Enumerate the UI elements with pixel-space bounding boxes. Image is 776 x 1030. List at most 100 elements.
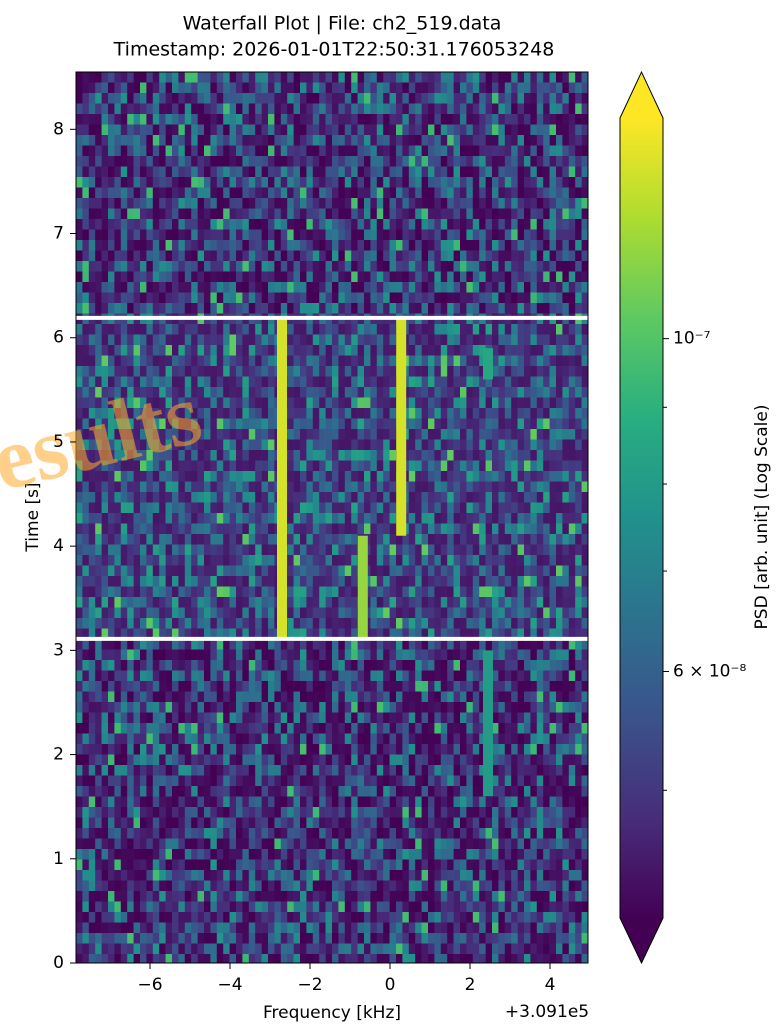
background-noise bbox=[287, 250, 294, 262]
background-noise bbox=[504, 72, 512, 83]
background-noise bbox=[95, 544, 102, 556]
background-noise bbox=[568, 649, 576, 661]
background-noise bbox=[549, 460, 557, 472]
background-noise bbox=[376, 229, 384, 241]
background-noise bbox=[472, 355, 480, 367]
background-noise bbox=[197, 345, 205, 356]
background-noise bbox=[460, 208, 467, 220]
background-noise bbox=[319, 597, 326, 608]
background-noise bbox=[184, 135, 192, 146]
background-noise bbox=[229, 481, 237, 493]
background-noise bbox=[312, 187, 320, 199]
background-noise bbox=[408, 292, 416, 304]
background-noise bbox=[370, 534, 378, 545]
background-noise bbox=[376, 502, 384, 514]
background-noise bbox=[383, 702, 390, 713]
background-noise bbox=[396, 292, 403, 304]
background-noise bbox=[447, 334, 454, 346]
background-noise bbox=[428, 439, 435, 451]
background-noise bbox=[434, 492, 442, 503]
background-noise bbox=[114, 618, 122, 629]
background-noise bbox=[88, 72, 96, 83]
background-noise bbox=[300, 145, 307, 157]
background-noise bbox=[216, 219, 224, 230]
background-noise bbox=[108, 408, 115, 419]
background-noise bbox=[364, 166, 371, 178]
background-noise bbox=[428, 366, 435, 377]
background-noise bbox=[332, 271, 339, 283]
background-noise bbox=[114, 156, 122, 167]
background-noise bbox=[293, 523, 301, 535]
background-noise bbox=[229, 576, 237, 587]
background-noise bbox=[293, 439, 301, 451]
background-noise bbox=[242, 355, 250, 367]
background-noise bbox=[492, 555, 499, 566]
background-noise bbox=[492, 82, 499, 94]
background-noise bbox=[460, 187, 467, 199]
background-noise bbox=[556, 82, 563, 94]
background-noise bbox=[440, 219, 448, 230]
background-noise bbox=[344, 418, 352, 430]
background-noise bbox=[287, 418, 294, 430]
background-noise bbox=[479, 670, 486, 682]
background-noise bbox=[248, 187, 256, 199]
background-noise bbox=[101, 208, 109, 220]
background-noise bbox=[581, 555, 588, 566]
background-noise bbox=[517, 250, 525, 262]
background-noise bbox=[236, 534, 243, 545]
background-noise bbox=[549, 429, 557, 440]
background-noise bbox=[325, 303, 333, 314]
background-noise bbox=[543, 282, 550, 293]
background-noise bbox=[229, 82, 237, 94]
background-noise bbox=[485, 628, 493, 640]
background-noise bbox=[268, 198, 275, 209]
background-noise bbox=[536, 135, 544, 146]
background-noise bbox=[146, 607, 154, 619]
background-noise bbox=[588, 608, 595, 619]
background-noise bbox=[133, 649, 141, 661]
background-noise bbox=[140, 198, 147, 209]
background-noise bbox=[82, 670, 90, 682]
background-noise bbox=[306, 387, 314, 398]
background-noise bbox=[460, 670, 467, 682]
background-noise bbox=[453, 607, 461, 619]
background-noise bbox=[447, 345, 454, 356]
background-noise bbox=[511, 618, 518, 629]
background-noise bbox=[216, 597, 224, 608]
background-noise bbox=[293, 408, 301, 419]
background-noise bbox=[575, 387, 582, 398]
background-noise bbox=[287, 471, 294, 482]
background-noise bbox=[140, 639, 147, 650]
background-noise bbox=[268, 523, 275, 535]
background-noise bbox=[229, 303, 237, 314]
background-noise bbox=[236, 576, 243, 587]
background-noise bbox=[312, 607, 320, 619]
background-noise bbox=[120, 408, 128, 419]
background-noise bbox=[274, 114, 282, 125]
background-noise bbox=[114, 702, 122, 713]
background-noise bbox=[88, 114, 96, 125]
background-noise bbox=[255, 261, 262, 272]
background-noise bbox=[415, 334, 422, 346]
background-noise bbox=[460, 681, 467, 692]
background-noise bbox=[108, 240, 115, 251]
background-noise bbox=[485, 544, 493, 556]
background-noise bbox=[146, 334, 154, 346]
background-noise bbox=[140, 492, 147, 503]
background-noise bbox=[236, 492, 243, 503]
background-noise bbox=[434, 639, 442, 650]
background-noise bbox=[581, 177, 588, 188]
background-noise bbox=[300, 397, 307, 409]
background-noise bbox=[101, 502, 109, 514]
background-noise bbox=[120, 324, 128, 335]
background-noise bbox=[492, 450, 499, 461]
background-noise bbox=[549, 282, 557, 293]
background-noise bbox=[178, 597, 186, 608]
background-noise bbox=[312, 555, 320, 566]
background-noise bbox=[370, 628, 378, 640]
background-noise bbox=[440, 639, 448, 650]
background-noise bbox=[376, 660, 384, 671]
background-noise bbox=[146, 345, 154, 356]
background-noise bbox=[568, 166, 576, 178]
background-noise bbox=[549, 618, 557, 629]
